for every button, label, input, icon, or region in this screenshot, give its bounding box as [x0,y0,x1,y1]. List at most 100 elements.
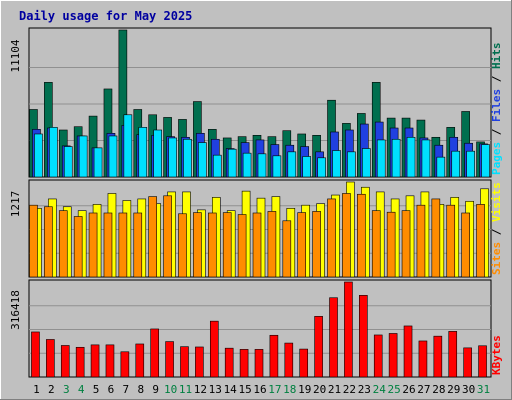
series-label-part: KBytes [490,335,503,375]
x-tick-label-31: 31 [477,383,490,396]
bar-kbytes-day-18 [284,342,294,378]
x-tick-label-17: 17 [268,383,281,396]
bar-kbytes-day-6 [105,344,115,378]
bar-sites-day-14 [222,212,232,278]
bar-sites-day-29 [446,204,456,278]
bar-pages-day-21 [332,150,341,178]
bar-sites-day-10 [163,195,172,278]
series-label-part: / [490,222,503,242]
x-tick-label-5: 5 [93,383,100,396]
bar-sites-day-9 [148,196,157,278]
bar-kbytes-day-19 [299,348,309,378]
bar-pages-day-13 [212,154,222,178]
series-label-part: / [490,122,503,142]
bar-sites-day-30 [461,212,470,278]
bar-sites-day-31 [476,204,485,278]
bar-pages-day-10 [168,137,177,178]
x-tick-label-3: 3 [63,383,70,396]
bar-pages-day-28 [436,156,446,178]
bar-sites-day-17 [267,211,277,278]
bar-sites-day-22 [342,193,351,278]
bar-pages-day-4 [78,135,88,178]
bar-pages-day-7 [123,114,133,178]
x-tick-label-14: 14 [224,383,238,396]
series-pages [34,114,490,178]
x-tick-label-20: 20 [313,383,326,396]
bar-sites-day-15 [237,214,247,278]
bar-pages-day-23 [362,148,371,178]
series-label-part: Hits [490,43,503,70]
bar-kbytes-day-31 [478,345,487,378]
bar-sites-day-1 [29,204,38,278]
bar-pages-day-20 [317,157,326,178]
bar-sites-day-21 [327,198,336,278]
bar-pages-day-8 [138,127,148,178]
bar-sites-day-20 [312,211,321,278]
bar-sites-day-4 [73,216,83,278]
bar-pages-day-17 [272,155,282,178]
x-tick-label-26: 26 [402,383,415,396]
panel-1: 11104 Pages / Files / Hits [9,27,503,178]
bar-sites-day-5 [88,212,98,278]
bar-kbytes-day-14 [224,347,234,378]
bar-pages-day-3 [63,146,73,178]
series-label-part: / [490,69,503,89]
bar-kbytes-day-20 [314,316,323,378]
bar-pages-day-26 [406,136,416,178]
bar-pages-day-24 [376,139,386,178]
series-label-part: Visits [490,182,503,222]
x-tick-label-23: 23 [358,383,371,396]
bar-sites-day-27 [416,204,426,278]
x-tick-label-29: 29 [447,383,460,396]
bar-sites-day-3 [58,210,68,278]
bar-pages-day-5 [93,147,103,178]
bar-pages-day-15 [242,152,252,178]
bar-sites-day-25 [386,211,396,278]
bar-kbytes-day-3 [60,345,70,378]
bar-pages-day-12 [198,142,207,178]
x-tick-label-18: 18 [283,383,296,396]
bar-sites-day-18 [282,220,292,278]
bar-sites-day-28 [431,198,441,278]
chart-panels: 11104 Pages / Files / Hits 1217 Sites / Vis… [9,27,503,378]
bar-sites-day-11 [178,213,187,278]
bar-kbytes-day-10 [165,341,174,378]
bar-kbytes-day-26 [403,325,413,378]
bar-pages-day-27 [421,139,431,178]
x-tick-label-1: 1 [33,383,40,396]
bar-sites-day-13 [207,212,217,278]
x-tick-label-27: 27 [417,383,430,396]
bar-sites-day-7 [118,212,128,278]
bar-kbytes-day-12 [195,346,204,378]
bar-sites-day-8 [133,212,143,278]
bar-kbytes-day-4 [75,346,85,378]
bar-kbytes-day-16 [254,349,264,378]
bar-sites-day-12 [193,212,202,278]
series-kbytes [31,281,487,378]
bar-pages-day-2 [49,127,58,178]
x-tick-label-4: 4 [78,383,85,396]
bar-sites-day-19 [297,212,307,278]
x-tick-label-12: 12 [194,383,207,396]
bar-kbytes-day-13 [209,320,219,378]
bar-kbytes-day-29 [448,331,458,378]
bar-sites-day-2 [44,206,53,278]
bar-pages-day-19 [302,156,312,178]
bar-pages-day-11 [183,138,192,178]
x-axis-labels: 1 2 3 4 5 6 7 8 9 10 11 12 13 14 15 16 17 18 19 20 21 22 23 24 2… [33,383,490,396]
x-tick-label-21: 21 [328,383,341,396]
x-tick-label-30: 30 [462,383,475,396]
x-tick-label-24: 24 [373,383,387,396]
bar-kbytes-day-21 [329,297,338,378]
x-tick-label-28: 28 [432,383,445,396]
x-tick-label-6: 6 [108,383,115,396]
series-label-part: Sites [490,242,503,275]
bar-pages-day-16 [257,153,267,178]
bar-pages-day-9 [153,129,162,178]
bar-sites-day-6 [103,212,113,278]
bar-kbytes-day-7 [120,351,130,378]
bar-sites-day-26 [401,210,411,278]
bar-kbytes-day-15 [239,349,249,378]
x-tick-label-22: 22 [343,383,356,396]
